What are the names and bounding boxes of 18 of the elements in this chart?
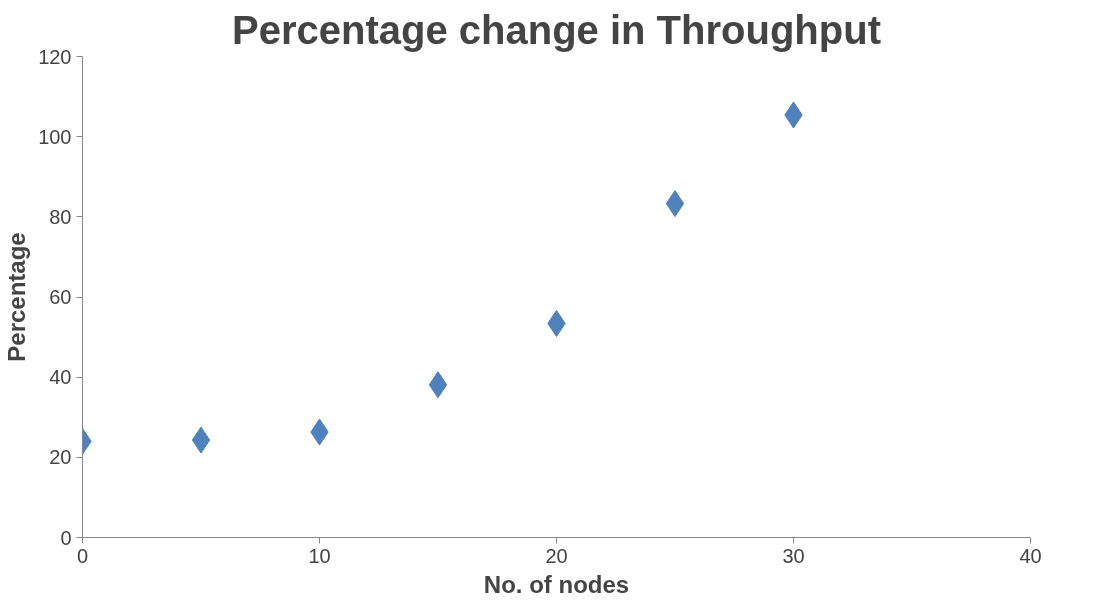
y-tick-label: 60 [49, 286, 72, 308]
x-axis-title: No. of nodes [483, 570, 630, 598]
point [428, 371, 448, 399]
y-tick-label: 20 [49, 446, 72, 469]
x-tick-label: 30 [782, 544, 805, 567]
x-tick-label: 20 [545, 544, 568, 567]
y-axis-title: Percentage [3, 232, 31, 362]
y-tick-label: 120 [38, 45, 72, 68]
y-tick-label: 0 [60, 526, 72, 549]
y-tick-label: 80 [49, 205, 72, 228]
x-tick-label: 0 [76, 544, 89, 567]
point [191, 426, 211, 454]
x-tick-label: 10 [308, 544, 331, 567]
chart-title: Percentage change in Throughput [232, 7, 881, 52]
x-tick-label: 40 [1019, 544, 1042, 567]
point [665, 190, 685, 218]
y-tick-label: 40 [49, 366, 72, 389]
y-tick-label: 100 [38, 125, 72, 148]
